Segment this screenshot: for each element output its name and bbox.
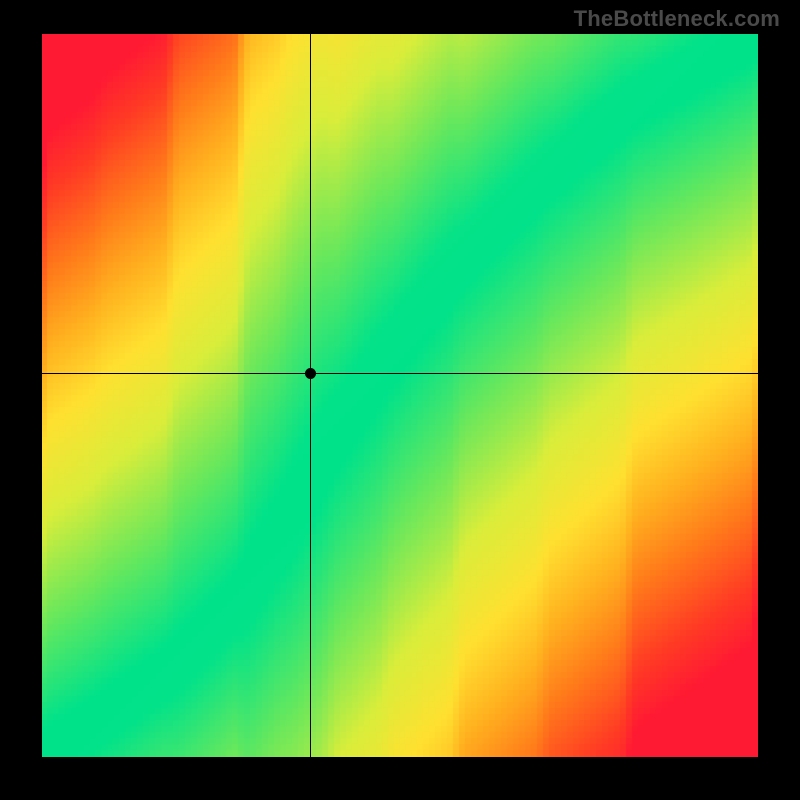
watermark-text: TheBottleneck.com	[574, 6, 780, 32]
plot-area	[42, 34, 758, 757]
heatmap-canvas	[42, 34, 758, 757]
chart-frame: TheBottleneck.com	[0, 0, 800, 800]
